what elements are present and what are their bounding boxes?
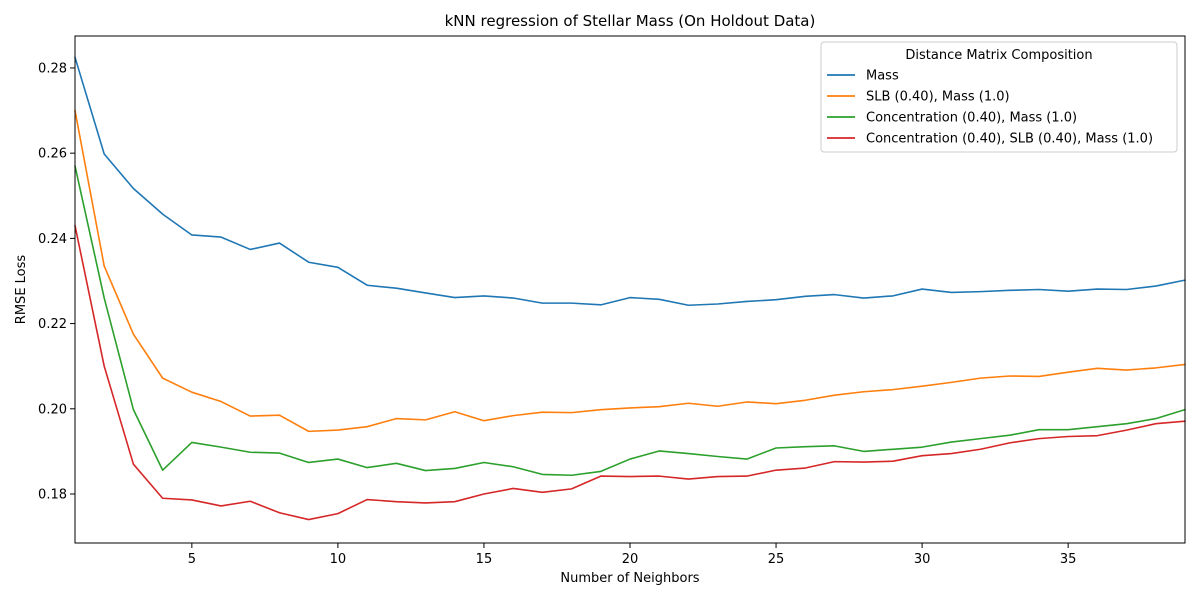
y-axis-label: RMSE Loss [14,255,29,325]
x-axis-label: Number of Neighbors [560,571,699,586]
series-line-4 [74,224,1186,521]
x-tick-label: 20 [622,552,639,567]
legend-box [820,41,1178,153]
series-line-1 [74,56,1186,307]
x-tick-label: 5 [188,552,196,567]
series-line-2 [74,109,1186,433]
y-tick-label: 0.20 [38,402,67,417]
series-line-3 [74,165,1186,477]
legend-label-2: SLB (0.40), Mass (1.0) [866,90,1010,105]
y-tick-label: 0.24 [38,232,67,247]
x-tick-label: 30 [914,552,931,567]
series-layer [74,56,1186,521]
x-tick-label: 35 [1060,552,1077,567]
y-tick-label: 0.18 [38,488,67,503]
x-tick-label: 25 [768,552,785,567]
legend-label-1: Mass [866,69,899,84]
legend-items: Mass SLB (0.40), Mass (1.0) Concentration … [827,69,1153,147]
legend-label-3: Concentration (0.40), Mass (1.0) [866,111,1077,126]
y-axis: 0.18 0.20 0.22 0.24 0.26 0.28 [38,61,75,503]
y-tick-label: 0.22 [38,317,67,332]
x-tick-label: 10 [330,552,347,567]
legend-title: Distance Matrix Composition [905,48,1092,63]
legend-label-4: Concentration (0.40), SLB (0.40), Mass (… [866,132,1153,147]
x-tick-label: 15 [476,552,493,567]
y-tick-label: 0.28 [38,61,67,76]
legend: Distance Matrix Composition Mass SLB (0.4… [820,41,1178,153]
y-tick-label: 0.26 [38,147,67,162]
x-axis: 5 10 15 20 25 30 35 [188,543,1077,567]
chart-title: kNN regression of Stellar Mass (On Holdo… [445,12,816,30]
